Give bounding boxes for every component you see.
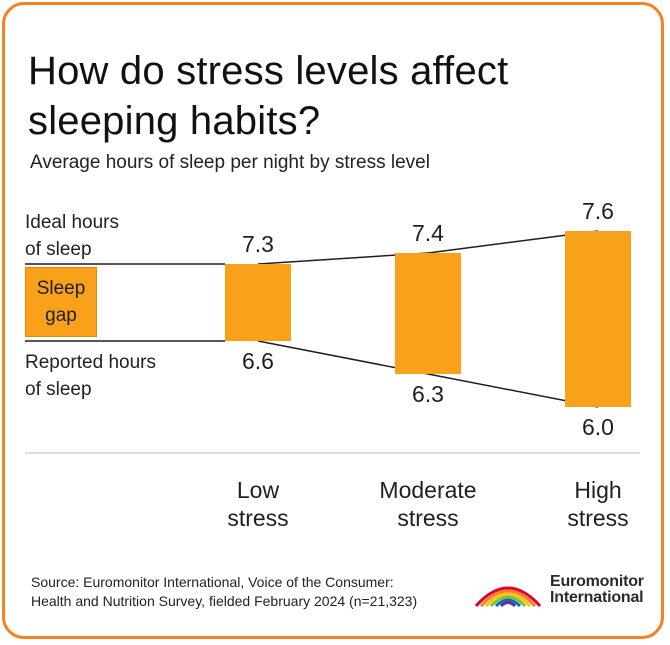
category-label: stress <box>397 505 458 531</box>
euromonitor-logo-icon <box>474 586 542 608</box>
sleep-gap-bar <box>395 253 461 374</box>
source-line2: Health and Nutrition Survey, fielded Feb… <box>31 593 418 609</box>
reported-hours-label-line1: Reported hours <box>25 352 156 373</box>
sleep-gap-bar <box>565 231 631 407</box>
sleep-gap-legend-line2: gap <box>45 305 77 326</box>
logo-line2: International <box>550 589 644 606</box>
reported-value-label: 6.0 <box>582 414 614 440</box>
reported-value-label: 6.3 <box>412 381 444 407</box>
chart-card <box>2 2 664 639</box>
reported-value-label: 6.6 <box>242 348 274 374</box>
logo-line1: Euromonitor <box>550 573 644 590</box>
ideal-value-label: 7.4 <box>412 220 444 246</box>
reported-hours-label: Reported hours of sleep <box>25 349 156 403</box>
ideal-value-label: 7.6 <box>582 198 614 224</box>
ideal-hours-label: Ideal hours of sleep <box>25 209 119 263</box>
ideal-value-label: 7.3 <box>242 231 274 257</box>
ideal-hours-label-line2: of sleep <box>25 239 92 260</box>
sleep-gap-legend: Sleep gap <box>25 267 97 337</box>
euromonitor-logo-text: Euromonitor International <box>550 574 644 606</box>
source-line1: Source: Euromonitor International, Voice… <box>31 574 394 590</box>
source-note: Source: Euromonitor International, Voice… <box>31 573 417 611</box>
category-label: stress <box>227 505 288 531</box>
sleep-gap-legend-line1: Sleep <box>36 278 86 299</box>
chart-title: How do stress levels affect sleeping hab… <box>28 49 509 143</box>
category-label: High <box>574 477 621 503</box>
category-label: stress <box>567 505 628 531</box>
sleep-gap-bar <box>225 264 291 341</box>
ideal-hours-label-line1: Ideal hours <box>25 212 120 233</box>
reported-hours-label-line2: of sleep <box>25 379 92 400</box>
chart-subtitle: Average hours of sleep per night by stre… <box>30 152 430 173</box>
category-label: Low <box>237 477 280 503</box>
category-label: Moderate <box>379 477 476 503</box>
